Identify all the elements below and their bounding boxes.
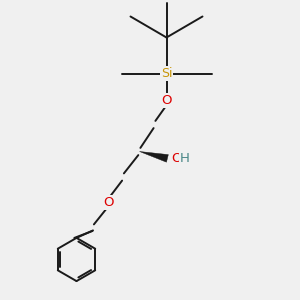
Polygon shape bbox=[140, 152, 168, 162]
Text: H: H bbox=[180, 152, 190, 165]
Text: Si: Si bbox=[161, 67, 172, 80]
Text: O: O bbox=[103, 196, 113, 209]
Text: O: O bbox=[161, 94, 172, 107]
Text: O: O bbox=[171, 152, 181, 165]
